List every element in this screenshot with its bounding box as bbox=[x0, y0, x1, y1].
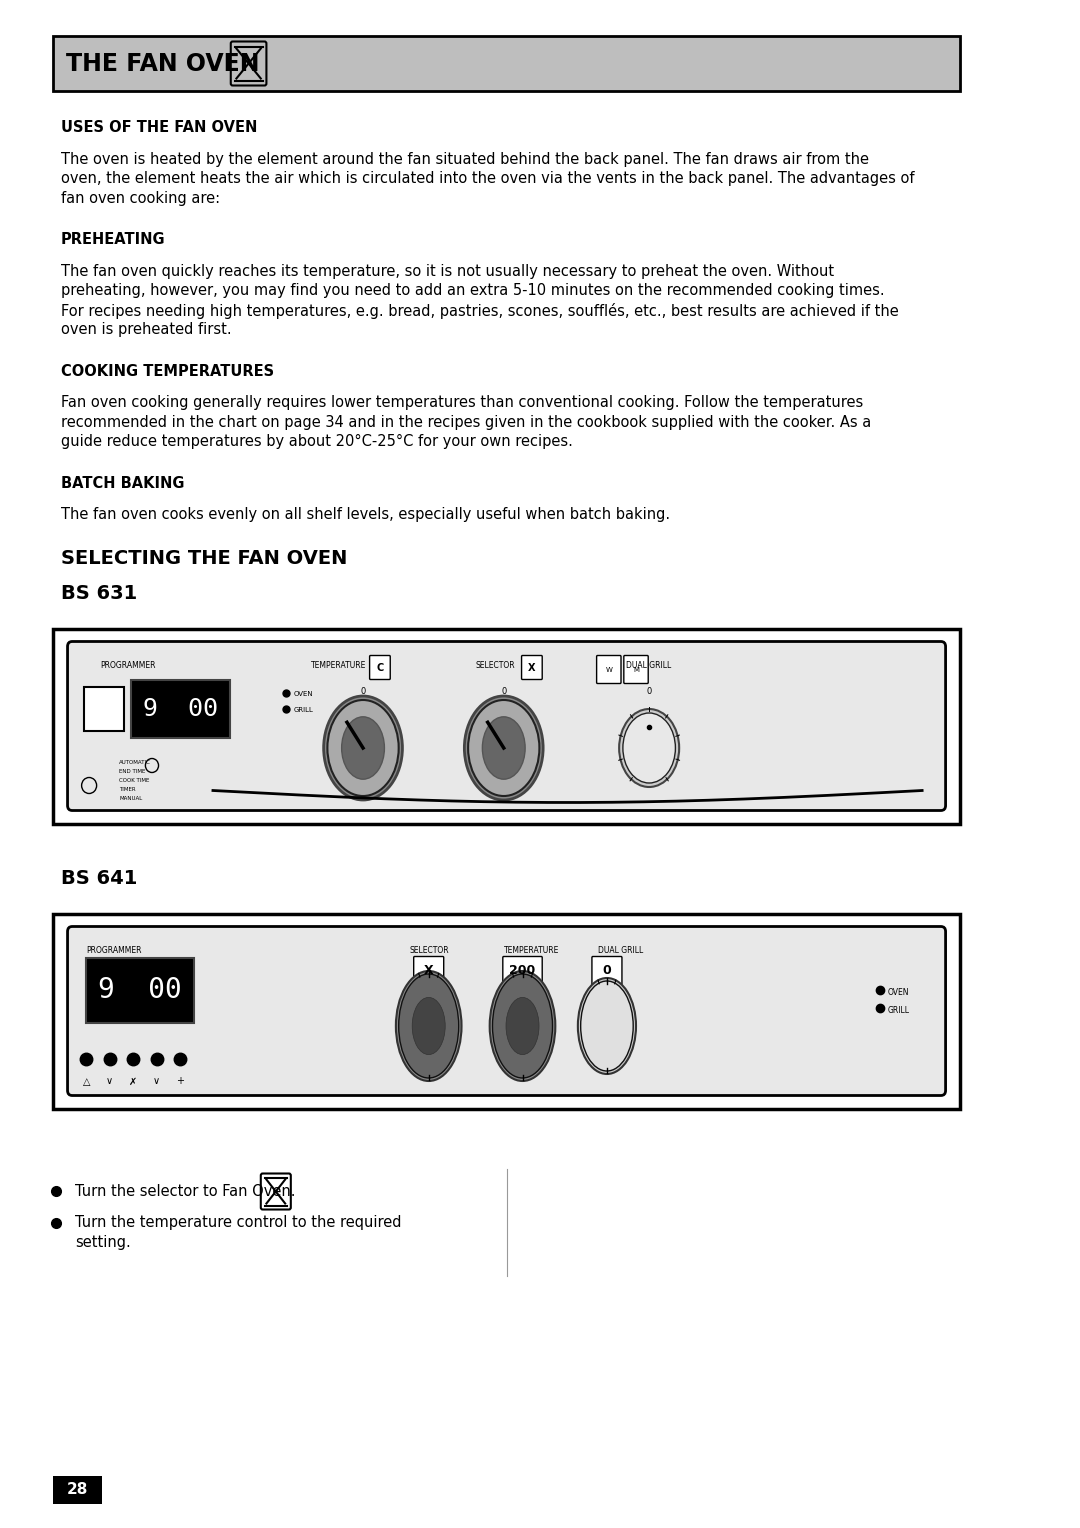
Text: COOKING TEMPERATURES: COOKING TEMPERATURES bbox=[60, 364, 274, 379]
Text: The fan oven cooks evenly on all shelf levels, especially useful when batch baki: The fan oven cooks evenly on all shelf l… bbox=[60, 507, 670, 523]
Text: DUAL GRILL: DUAL GRILL bbox=[597, 946, 643, 955]
FancyBboxPatch shape bbox=[503, 957, 542, 984]
Ellipse shape bbox=[324, 695, 403, 801]
Text: SELECTOR: SELECTOR bbox=[475, 660, 515, 669]
Text: PROGRAMMER: PROGRAMMER bbox=[86, 946, 141, 955]
Bar bbox=[54, 628, 960, 824]
Text: X: X bbox=[528, 663, 536, 672]
Text: The fan oven quickly reaches its temperature, so it is not usually necessary to : The fan oven quickly reaches its tempera… bbox=[60, 263, 834, 278]
Ellipse shape bbox=[578, 978, 636, 1074]
Text: △: △ bbox=[82, 1077, 90, 1086]
Ellipse shape bbox=[489, 970, 555, 1080]
Text: 0: 0 bbox=[361, 686, 366, 695]
Text: END TIME: END TIME bbox=[119, 769, 146, 773]
Text: +: + bbox=[176, 1077, 184, 1086]
FancyBboxPatch shape bbox=[414, 957, 444, 984]
Text: Fan oven cooking generally requires lower temperatures than conventional cooking: Fan oven cooking generally requires lowe… bbox=[60, 396, 863, 410]
Text: oven, the element heats the air which is circulated into the oven via the vents : oven, the element heats the air which is… bbox=[60, 171, 915, 186]
Text: 9  00: 9 00 bbox=[143, 697, 218, 721]
Text: TIMER: TIMER bbox=[119, 787, 136, 792]
Ellipse shape bbox=[619, 709, 679, 787]
Ellipse shape bbox=[492, 973, 553, 1077]
Text: ∨: ∨ bbox=[106, 1077, 113, 1086]
Text: OVEN: OVEN bbox=[294, 691, 313, 697]
Text: BS 641: BS 641 bbox=[60, 868, 137, 888]
Ellipse shape bbox=[507, 998, 539, 1054]
Ellipse shape bbox=[399, 973, 459, 1077]
Text: 9  00: 9 00 bbox=[98, 976, 183, 1004]
Text: preheating, however, you may find you need to add an extra 5-10 minutes on the r: preheating, however, you may find you ne… bbox=[60, 283, 885, 298]
Text: SELECTING THE FAN OVEN: SELECTING THE FAN OVEN bbox=[60, 549, 348, 567]
Text: TEMPERATURE: TEMPERATURE bbox=[503, 946, 559, 955]
Text: PREHEATING: PREHEATING bbox=[60, 232, 165, 248]
Text: GRILL: GRILL bbox=[294, 706, 313, 712]
Text: DUAL GRILL: DUAL GRILL bbox=[625, 660, 671, 669]
Text: C: C bbox=[376, 663, 383, 672]
Ellipse shape bbox=[623, 714, 675, 782]
FancyBboxPatch shape bbox=[68, 926, 946, 1096]
Text: BATCH BAKING: BATCH BAKING bbox=[60, 475, 185, 490]
Text: ∨: ∨ bbox=[153, 1077, 160, 1086]
Text: PROGRAMMER: PROGRAMMER bbox=[100, 660, 156, 669]
FancyBboxPatch shape bbox=[369, 656, 390, 680]
Bar bbox=[132, 680, 230, 738]
FancyBboxPatch shape bbox=[596, 656, 621, 683]
Ellipse shape bbox=[464, 695, 543, 801]
Text: AUTOMATIC: AUTOMATIC bbox=[119, 759, 151, 764]
Ellipse shape bbox=[327, 700, 399, 796]
Text: guide reduce temperatures by about 20°C-25°C for your own recipes.: guide reduce temperatures by about 20°C-… bbox=[60, 434, 572, 449]
Ellipse shape bbox=[468, 700, 539, 796]
FancyBboxPatch shape bbox=[260, 1174, 291, 1210]
Ellipse shape bbox=[396, 970, 461, 1080]
Bar bbox=[54, 37, 960, 92]
Ellipse shape bbox=[341, 717, 384, 779]
Text: 0: 0 bbox=[501, 686, 507, 695]
Bar bbox=[54, 914, 960, 1108]
Text: SELECTOR: SELECTOR bbox=[410, 946, 449, 955]
Text: USES OF THE FAN OVEN: USES OF THE FAN OVEN bbox=[60, 121, 257, 134]
Text: For recipes needing high temperatures, e.g. bread, pastries, scones, soufflés, e: For recipes needing high temperatures, e… bbox=[60, 303, 899, 318]
Text: GRILL: GRILL bbox=[888, 1005, 909, 1015]
Text: Turn the selector to Fan Oven.: Turn the selector to Fan Oven. bbox=[75, 1184, 296, 1198]
FancyBboxPatch shape bbox=[68, 642, 946, 810]
Text: 200: 200 bbox=[510, 964, 536, 976]
FancyBboxPatch shape bbox=[522, 656, 542, 680]
Text: setting.: setting. bbox=[75, 1236, 131, 1250]
Text: M: M bbox=[633, 666, 639, 672]
FancyBboxPatch shape bbox=[592, 957, 622, 984]
Text: THE FAN OVEN: THE FAN OVEN bbox=[66, 52, 259, 75]
Ellipse shape bbox=[413, 998, 445, 1054]
Text: W: W bbox=[606, 666, 612, 672]
Bar bbox=[54, 1476, 103, 1504]
Text: X: X bbox=[423, 964, 433, 976]
Bar bbox=[84, 686, 124, 730]
Text: BS 631: BS 631 bbox=[60, 584, 137, 602]
FancyBboxPatch shape bbox=[624, 656, 648, 683]
Text: oven is preheated first.: oven is preheated first. bbox=[60, 322, 231, 338]
Text: fan oven cooking are:: fan oven cooking are: bbox=[60, 191, 220, 205]
Ellipse shape bbox=[581, 981, 633, 1071]
Text: COOK TIME: COOK TIME bbox=[119, 778, 149, 782]
Text: Turn the temperature control to the required: Turn the temperature control to the requ… bbox=[75, 1215, 402, 1230]
Text: 28: 28 bbox=[67, 1482, 89, 1497]
Text: ✗: ✗ bbox=[130, 1077, 137, 1086]
Bar bbox=[86, 958, 194, 1022]
Text: 0: 0 bbox=[603, 964, 611, 976]
Text: 0: 0 bbox=[647, 686, 651, 695]
Text: The oven is heated by the element around the fan situated behind the back panel.: The oven is heated by the element around… bbox=[60, 151, 869, 167]
Ellipse shape bbox=[483, 717, 525, 779]
Text: TEMPERATURE: TEMPERATURE bbox=[311, 660, 367, 669]
Text: recommended in the chart on page 34 and in the recipes given in the cookbook sup: recommended in the chart on page 34 and … bbox=[60, 414, 872, 429]
Text: OVEN: OVEN bbox=[888, 987, 909, 996]
FancyBboxPatch shape bbox=[231, 41, 267, 86]
Text: MANUAL: MANUAL bbox=[119, 796, 143, 801]
